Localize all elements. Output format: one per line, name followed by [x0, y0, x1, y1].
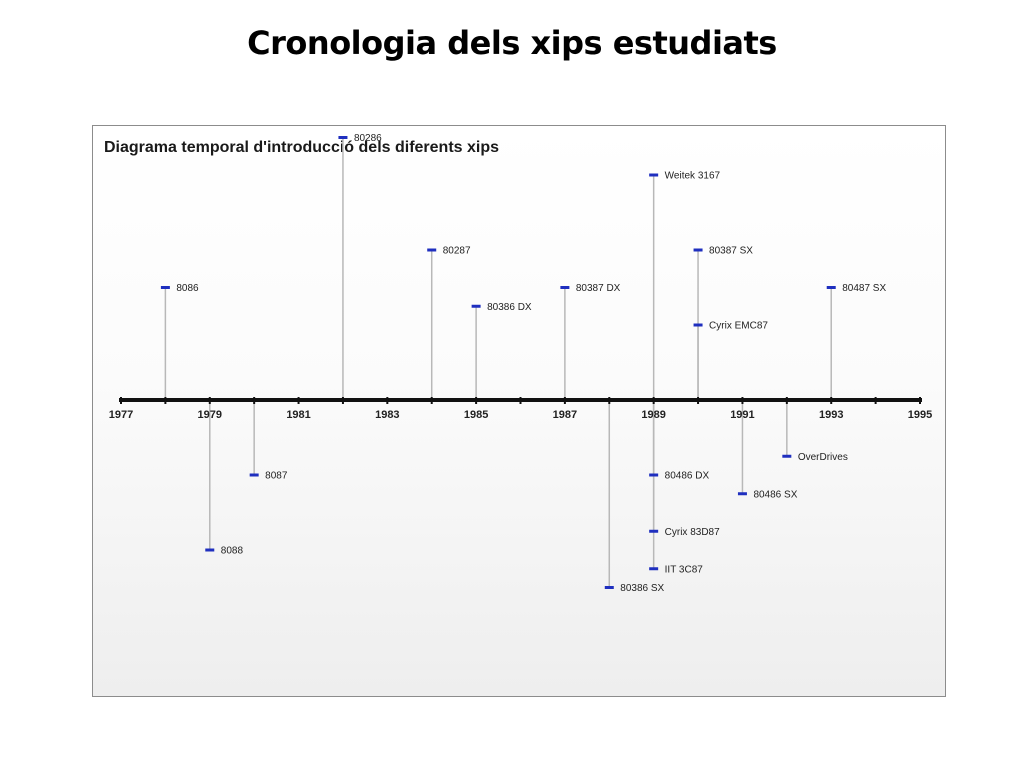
tick-label: 1989 — [641, 409, 665, 421]
event-label: 8087 — [265, 471, 288, 482]
tick-label: 1991 — [730, 409, 754, 421]
tick-label: 1993 — [819, 409, 843, 421]
event-label: 80486 SX — [753, 489, 797, 500]
event-label: 80486 DX — [665, 471, 710, 482]
event-marker — [649, 529, 659, 533]
event-label: 80286 — [354, 133, 382, 144]
chart-title: Diagrama temporal d'introducció dels dif… — [104, 139, 500, 156]
event-marker — [649, 473, 659, 477]
tick-label: 1985 — [464, 409, 488, 421]
event-marker — [160, 286, 170, 289]
event-marker — [737, 492, 747, 496]
event-label: 80386 DX — [487, 302, 532, 313]
chart-frame — [92, 125, 946, 697]
event-label: Cyrix 83D87 — [665, 527, 720, 538]
tick-label: 1977 — [109, 409, 133, 421]
event-marker — [338, 136, 348, 139]
event-label: 80386 SX — [620, 583, 664, 594]
event-label: 80387 SX — [709, 246, 753, 257]
event-label: 80287 — [443, 246, 471, 257]
event-marker — [560, 286, 570, 289]
tick-label: 1981 — [286, 409, 310, 421]
tick-label: 1987 — [553, 409, 577, 421]
event-label: Cyrix EMC87 — [709, 321, 768, 332]
event-marker — [693, 248, 703, 252]
event-label: 80487 SX — [842, 283, 886, 294]
event-marker — [427, 248, 437, 252]
event-marker — [471, 304, 481, 308]
event-marker — [205, 548, 215, 552]
event-marker — [249, 473, 259, 477]
event-label: 8086 — [176, 283, 199, 294]
event-marker — [826, 286, 836, 289]
tick-label: 1983 — [375, 409, 399, 421]
event-label: 8088 — [221, 546, 244, 557]
event-label: 80387 DX — [576, 283, 621, 294]
event-label: OverDrives — [798, 452, 848, 463]
event-marker — [782, 454, 792, 458]
event-marker — [649, 567, 659, 571]
slide-title: Cronologia dels xips estudiats — [247, 24, 777, 62]
event-marker — [604, 586, 614, 589]
event-marker — [693, 323, 703, 327]
event-marker — [649, 173, 659, 177]
tick-label: 1979 — [198, 409, 222, 421]
event-label: Weitek 3167 — [665, 171, 721, 182]
tick-label: 1995 — [908, 409, 932, 421]
event-label: IIT 3C87 — [665, 564, 704, 575]
